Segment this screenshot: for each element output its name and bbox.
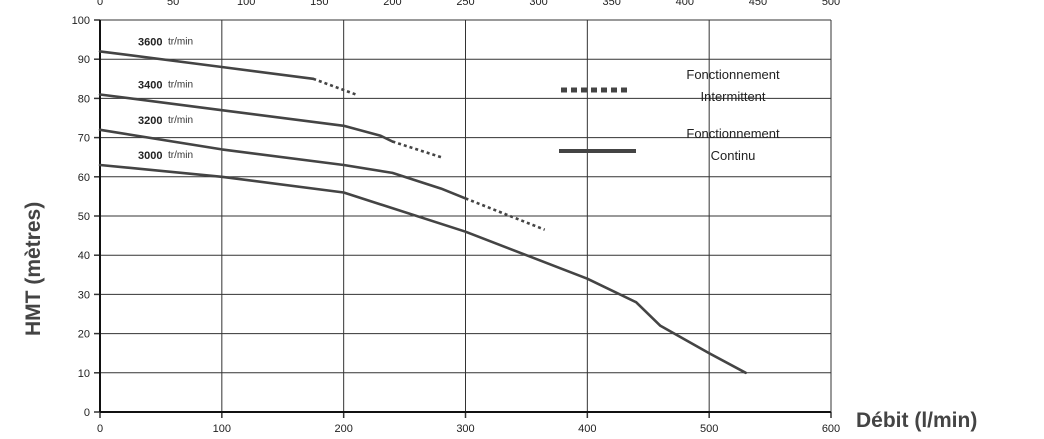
x-top-tick-label-200: 200 [383,0,401,8]
legend: Fonctionnement Intermittent Fonctionneme… [559,67,780,163]
y-tick-label-80: 80 [78,93,90,105]
y-axis-label: HMT (mètres) [22,202,45,336]
y-tick-label-0: 0 [84,407,90,419]
x-top-tick-label-450: 450 [749,0,767,8]
legend-continuous-label-line1: Fonctionnement [686,126,780,141]
legend-intermittent-label-line2: Intermittent [700,89,765,104]
x-top-tick-label-300: 300 [529,0,547,8]
x-top-tick-label-350: 350 [603,0,621,8]
curve-label-3400: 3400 [138,79,162,91]
x-top-tick-label-150: 150 [310,0,328,8]
x-tick-label-600: 600 [822,423,840,435]
curve-label-3200: 3200 [138,115,162,127]
x-tick-label-500: 500 [700,423,718,435]
curve-unit-3200: tr/min [168,115,193,126]
curves [98,50,747,375]
curve-3600-continuous [98,50,315,81]
legend-intermittent-label-line1: Fonctionnement [686,67,780,82]
curve-unit-3000: tr/min [168,150,193,161]
y-tick-label-10: 10 [78,368,90,380]
legend-continuous-label-line2: Continu [711,148,756,163]
x-axis-label: Débit (l/min) [856,409,977,432]
y-tick-label-50: 50 [78,211,90,223]
curve-3400-intermittent [392,140,442,159]
curve-3600-intermittent [312,77,357,96]
x-top-tick-label-50: 50 [167,0,179,8]
x-top-tick-label-250: 250 [456,0,474,8]
x-tick-label-300: 300 [456,423,474,435]
x-tick-label-100: 100 [213,423,231,435]
y-tick-label-30: 30 [78,289,90,301]
y-tick-label-20: 20 [78,329,90,341]
curve-3000-continuous [98,163,747,375]
x-top-tick-label-0: 0 [97,0,103,8]
curve-unit-3400: tr/min [168,79,193,90]
curve-label-3000: 3000 [138,150,162,162]
x-top-tick-label-500: 500 [822,0,840,8]
x-tick-label-200: 200 [334,423,352,435]
curve-label-3600: 3600 [138,36,162,48]
y-tick-label-100: 100 [72,15,90,27]
y-tick-label-90: 90 [78,54,90,66]
x-tick-label-400: 400 [578,423,596,435]
y-tick-label-40: 40 [78,250,90,262]
axes [94,19,832,418]
y-tick-label-70: 70 [78,133,90,145]
curve-3200-continuous [98,128,467,200]
y-tick-label-60: 60 [78,172,90,184]
x-top-tick-label-100: 100 [237,0,255,8]
curve-3400-continuous [98,93,394,143]
x-top-tick-label-400: 400 [676,0,694,8]
x-tick-label-0: 0 [97,423,103,435]
curve-unit-3600: tr/min [168,36,193,47]
curve-3200-intermittent [465,197,546,231]
curve-labels: 3600 tr/min 3400 tr/min 3200 tr/min 3000 tr/min [138,36,193,162]
